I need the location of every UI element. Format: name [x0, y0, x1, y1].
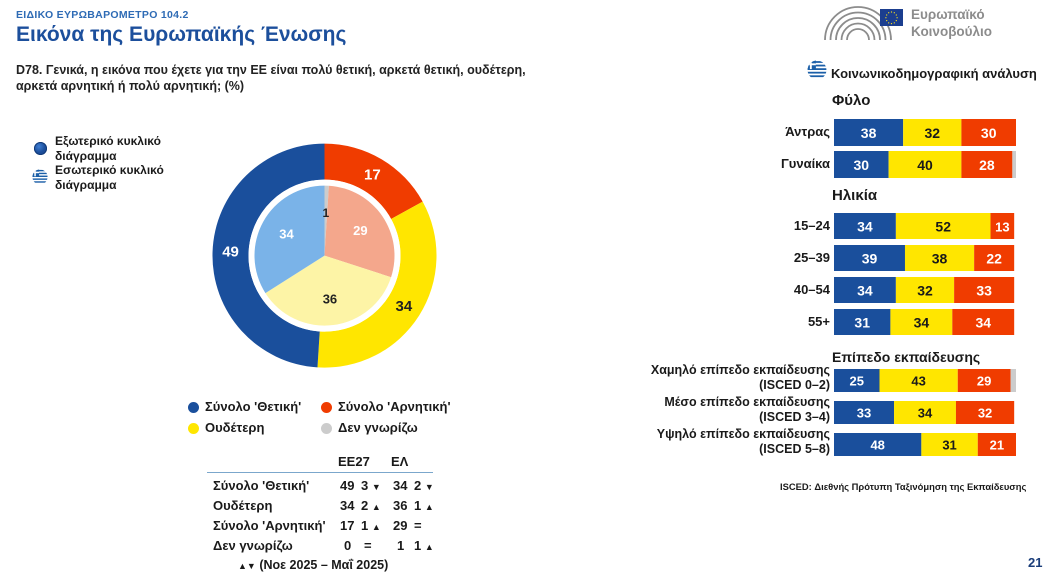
svg-text:33: 33 [976, 283, 992, 299]
svg-text:32: 32 [978, 406, 992, 421]
svg-text:38: 38 [932, 251, 948, 267]
svg-text:Ευρωπαϊκό: Ευρωπαϊκό [911, 7, 985, 22]
svg-text:49: 49 [222, 244, 239, 261]
svg-text:17: 17 [364, 167, 381, 184]
svg-text:22: 22 [986, 251, 1002, 267]
svg-text:52: 52 [935, 219, 951, 235]
svg-text:29: 29 [977, 374, 991, 389]
svg-text:31: 31 [942, 438, 956, 453]
svg-text:30: 30 [854, 157, 870, 173]
svg-text:34: 34 [918, 406, 933, 421]
svg-text:38: 38 [861, 125, 877, 141]
svg-text:34: 34 [857, 219, 873, 235]
svg-text:31: 31 [854, 315, 870, 331]
svg-text:1: 1 [323, 206, 330, 220]
svg-text:25: 25 [850, 374, 864, 389]
svg-text:21: 21 [990, 438, 1004, 453]
svg-text:30: 30 [981, 125, 997, 141]
svg-text:34: 34 [396, 298, 413, 315]
svg-text:34: 34 [857, 283, 873, 299]
svg-text:43: 43 [911, 374, 925, 389]
svg-text:40: 40 [917, 157, 933, 173]
svg-text:48: 48 [870, 438, 884, 453]
svg-text:28: 28 [979, 157, 995, 173]
svg-text:Κοινοβούλιο: Κοινοβούλιο [911, 24, 992, 39]
svg-text:34: 34 [279, 227, 294, 242]
svg-text:36: 36 [323, 292, 337, 307]
svg-text:34: 34 [975, 315, 991, 331]
svg-text:39: 39 [862, 251, 878, 267]
svg-text:34: 34 [914, 315, 930, 331]
svg-text:32: 32 [917, 283, 933, 299]
svg-text:13: 13 [995, 220, 1009, 235]
svg-text:33: 33 [857, 406, 871, 421]
svg-text:32: 32 [924, 125, 940, 141]
svg-text:29: 29 [353, 223, 367, 238]
